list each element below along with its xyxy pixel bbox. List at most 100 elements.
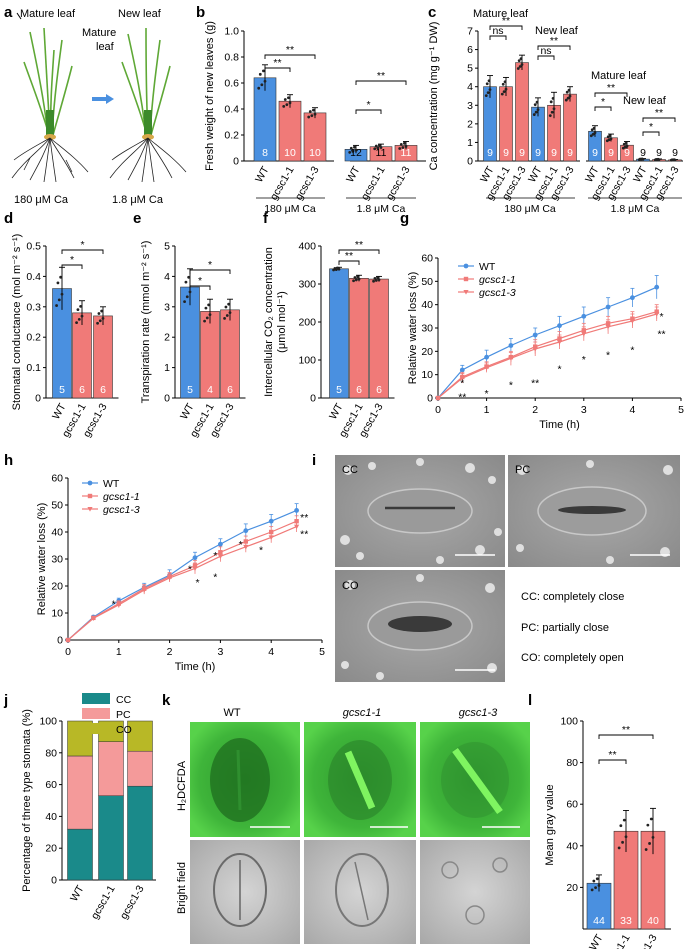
d-n-label: 6 xyxy=(79,384,85,396)
panel-label-a: a xyxy=(4,4,13,21)
b-point xyxy=(379,145,383,149)
h-y-label: Relative water loss (%) xyxy=(36,503,48,615)
g-sig-label: ** xyxy=(458,391,466,403)
c-point xyxy=(516,67,520,70)
d-y-tick-label: 0.5 xyxy=(26,241,41,253)
e-point xyxy=(187,275,191,279)
j-x-tick-label: WT xyxy=(68,883,87,904)
h-sig-label: * xyxy=(195,577,199,589)
l-point xyxy=(649,817,653,821)
l-point xyxy=(617,846,621,850)
c-point xyxy=(567,88,571,92)
panel-letters: a b c d e f g h i j k l xyxy=(3,4,532,709)
k-col-gcsc1-1: gcsc1-1 xyxy=(343,707,382,719)
e-y-tick-label: 3 xyxy=(164,301,170,313)
g-point xyxy=(557,323,562,329)
d-x-tick-label: WT xyxy=(50,401,69,422)
h-point xyxy=(268,518,274,524)
l-n-label: 40 xyxy=(647,915,659,927)
l-point xyxy=(646,823,650,827)
f-point xyxy=(337,267,341,271)
b-point xyxy=(398,147,402,150)
b-group-label: 180 μM Ca xyxy=(264,203,316,215)
f-point xyxy=(357,277,361,281)
h-point xyxy=(192,566,198,572)
e-y-tick-label: 5 xyxy=(164,241,170,253)
c-point xyxy=(488,88,492,92)
chart-d: 00.10.20.30.40.55 6 6WTgcsc1-1gcsc1-3Stoma… xyxy=(11,234,119,439)
b-x-tick-label: WT xyxy=(344,164,363,185)
c-point xyxy=(568,94,572,98)
e-n-label: 5 xyxy=(187,384,193,396)
g-series-line xyxy=(437,311,657,399)
j-stack-segment xyxy=(127,785,153,881)
c-point xyxy=(500,92,504,96)
j-stack-segment xyxy=(127,720,153,752)
h-sig-label: * xyxy=(213,572,217,584)
b-point xyxy=(403,141,406,145)
c-point xyxy=(550,110,554,114)
g-legend-marker xyxy=(463,276,469,282)
b-point xyxy=(313,112,317,116)
b-y-label: Fresh weight of new leaves (g) xyxy=(204,21,216,171)
label-mature-right-1: Mature xyxy=(82,27,116,39)
e-point xyxy=(188,290,192,294)
label-new-leaf: New leaf xyxy=(118,8,162,20)
d-y-tick-label: 0.3 xyxy=(26,301,41,313)
c-group-label: 1.8 μM Ca xyxy=(611,203,660,215)
g-legend-marker xyxy=(463,263,469,269)
j-legend-label: CO xyxy=(116,724,132,736)
j-legend-swatch xyxy=(82,708,110,719)
e-x-tick-label: WT xyxy=(178,401,197,422)
g-y-tick-label: 50 xyxy=(421,276,433,288)
h-sig-label: * xyxy=(112,599,116,611)
b-sig-bracket xyxy=(355,109,382,114)
c-y-tick-label: 7 xyxy=(467,26,473,38)
sem-image-pc xyxy=(508,455,680,567)
j-stack-segment xyxy=(98,795,124,881)
c-point xyxy=(501,82,505,86)
h-legend-label: WT xyxy=(103,478,120,490)
g-y-tick-label: 30 xyxy=(421,323,433,335)
f-n-label: 5 xyxy=(336,384,342,396)
c-y-tick-label: 2 xyxy=(467,118,473,130)
l-point xyxy=(597,884,601,887)
e-y-tick-label: 1 xyxy=(164,362,170,374)
h-series-line xyxy=(67,509,297,641)
e-sig-bracket xyxy=(189,269,231,274)
g-sig-label: * xyxy=(509,380,513,392)
d-point xyxy=(59,275,63,279)
f-point xyxy=(377,278,381,282)
legend-co: CO: completely open xyxy=(521,652,624,664)
panel-label-c: c xyxy=(428,4,436,21)
h-sig-label: * xyxy=(188,564,192,576)
f-n-label: 6 xyxy=(376,384,382,396)
b-point xyxy=(351,149,355,153)
b-point xyxy=(348,151,352,154)
j-legend-swatch xyxy=(82,693,110,704)
l-sig-bracket xyxy=(598,734,654,739)
b-sig-label: ** xyxy=(377,70,385,82)
gfp-image-wt xyxy=(190,722,300,837)
d-y-tick-label: 0.2 xyxy=(26,332,41,344)
g-sig-label: ** xyxy=(657,328,665,340)
label-mature-right-2: leaf xyxy=(96,41,115,53)
d-y-tick-label: 0 xyxy=(35,393,41,405)
e-y-tick-label: 2 xyxy=(164,332,170,344)
k-col-wt: WT xyxy=(223,707,240,719)
c-sig-label: ns xyxy=(492,25,503,37)
h-point xyxy=(294,524,300,530)
c-point xyxy=(608,134,612,138)
h-y-tick-label: 60 xyxy=(51,473,63,485)
l-y-tick-label: 40 xyxy=(566,840,578,852)
g-x-tick-label: 0 xyxy=(435,404,441,416)
b-point xyxy=(283,98,287,101)
c-sig-label: ** xyxy=(607,82,615,94)
f-sig-label: ** xyxy=(345,250,353,262)
b-point xyxy=(260,83,264,87)
b-sig-bracket xyxy=(264,54,316,59)
b-n-label: 10 xyxy=(284,147,296,159)
e-y-tick-label: 0 xyxy=(164,393,170,405)
